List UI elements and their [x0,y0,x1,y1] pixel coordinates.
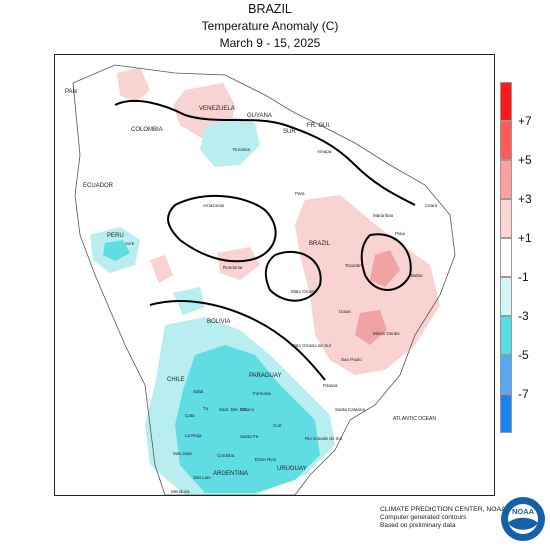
label-chaco: Chaco [241,407,255,412]
contour-line-mid [264,250,322,302]
legend-swatch [500,199,512,238]
legend-tick-label: -7 [518,387,529,401]
legend-tick-label: +7 [518,114,532,128]
label-brazil: BRAZIL [309,241,331,247]
label-minas-gerais: Minas Gerais [373,331,400,336]
contour-line-south [149,299,326,381]
label-uruguay: URUGUAY [277,466,307,472]
label-mendoza: Mendoza [171,489,190,494]
label-mato-grosso: Mato Grosso [291,289,317,294]
legend-swatch [500,82,512,121]
label-rio-grande-do-sul: Rio Grande do Sul [305,436,342,441]
noaa-logo-text: NOAA [512,507,535,516]
label-santa-fe: Santa Fe [240,434,259,439]
label-salta: Salta [193,389,204,394]
legend-swatch [500,238,512,277]
label-acre: Acre [125,241,135,246]
place-labels: PAN VENEZUELA GUYANA SUR FR. GUI. COLOMB… [65,89,438,494]
label-piaui: Piaui [395,231,405,236]
label-guyana: GUYANA [247,113,272,119]
contour-line-central [167,194,277,263]
label-ecuador: ECUADOR [83,183,114,189]
legend-tick-label: -3 [518,309,529,323]
label-la-rioja: La Rioja [185,433,202,438]
map-title: BRAZIL [248,2,292,16]
credit-line-3: Based on preliminary data [380,522,456,529]
label-chile: CHILE [167,377,185,383]
label-entre-rios: Entre Rios [255,457,277,462]
warm-region-colombia-north [117,67,150,103]
label-san-luis: San Luis [193,475,211,480]
label-fr-guiana: FR. GUI. [307,123,331,129]
legend-swatch [500,394,512,433]
label-argentina: ARGENTINA [213,471,248,477]
label-atlantic-ocean: ATLANTIC OCEAN [393,416,436,422]
label-sao-paulo: Sao Paulo [341,357,362,362]
label-roraima: Roraima [233,147,251,152]
contour-line-bahia [360,233,412,291]
label-formosa: Formosa [253,391,271,396]
label-para: Para [295,191,305,196]
credits: CLIMATE PREDICTION CENTER, NOAA Computer… [380,506,506,530]
label-amapa: Amapa [317,149,332,154]
label-goias: Goias [339,309,352,314]
credit-line-1: CLIMATE PREDICTION CENTER, NOAA [380,506,506,513]
warm-region-rondonia [217,247,260,280]
warm-region-peru-south [150,255,173,283]
label-tucuman: Tu [203,406,209,411]
warm-region-bahia-mid [370,250,400,287]
label-ceara: Ceara [425,203,438,208]
label-corrientes: Corr [273,423,282,428]
anomaly-map: PAN VENEZUELA GUYANA SUR FR. GUI. COLOMB… [54,54,495,496]
label-suriname: SUR [283,129,296,135]
label-pan: PAN [65,89,77,95]
label-bahia: Bahia [411,273,423,278]
label-tocantins: Tocantins [345,263,365,268]
map-svg: PAN VENEZUELA GUYANA SUR FR. GUI. COLOMB… [65,64,456,495]
label-amazonas: Amazonas [203,203,225,208]
label-paraguay: PARAGUAY [249,373,281,379]
map-date-range: March 9 - 15, 2025 [219,36,321,50]
label-peru: PERU [107,233,124,239]
contour-lines [114,99,416,381]
noaa-logo: NOAA [501,497,545,541]
legend-tick-label: -1 [518,270,529,284]
label-cordoba: Cordoba [217,453,235,458]
label-venezuela: VENEZUELA [199,106,235,112]
legend-swatch [500,316,512,355]
label-santa-catarina: Santa Catarina [335,407,366,412]
warm-region-east-brazil [295,195,440,375]
map-subtitle: Temperature Anomaly (C) [201,19,339,33]
legend-swatch [500,355,512,394]
legend-swatch [500,160,512,199]
legend-tick-label: -5 [518,348,529,362]
label-maranhao: Maranhao [373,213,394,218]
legend-tick-label: +1 [518,231,532,245]
cool-anomaly-regions [90,117,335,495]
legend-tick-label: +3 [518,192,532,206]
warm-region-minas-mid [355,310,387,345]
label-bolivia: BOLIVIA [207,319,230,325]
credit-line-2: Computer generated contours [380,514,467,521]
warm-anomaly-regions [117,67,440,375]
label-catamarca: Cata [185,413,195,418]
contour-line-north [114,99,416,206]
coastline [72,64,456,495]
legend-tick-label: +5 [518,153,532,167]
legend-swatch [500,121,512,160]
label-mato-grosso-do-sul: Mato Grosso do Sul [291,343,331,348]
cool-region-argentina-core [175,345,320,493]
label-san-juan: San Juan [173,451,193,456]
cool-region-peru-core [103,240,130,261]
label-rondonia: Rondonia [223,265,243,270]
label-colombia: COLOMBIA [131,127,163,133]
label-parana: Parana [323,383,338,388]
label-santiago-del-estero: Sant. Del. Est. [219,407,248,412]
legend-swatch [500,277,512,316]
cool-region-roraima [200,117,260,167]
